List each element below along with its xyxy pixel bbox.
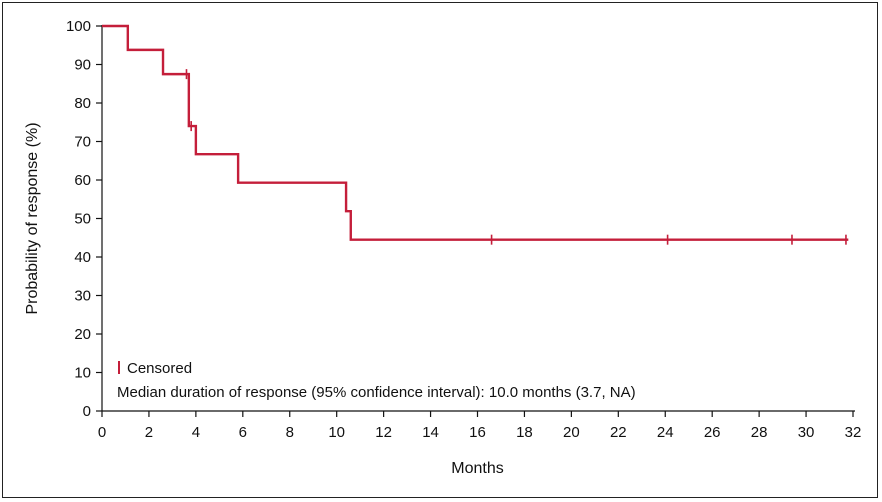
x-tick-label: 32 <box>845 424 862 441</box>
x-tick-label: 4 <box>192 424 200 441</box>
x-tick-label: 2 <box>145 424 153 441</box>
y-tick-label: 70 <box>74 134 91 151</box>
x-tick-label: 20 <box>563 424 580 441</box>
x-tick-label: 24 <box>657 424 674 441</box>
x-tick-label: 22 <box>610 424 627 441</box>
x-tick-label: 16 <box>469 424 486 441</box>
km-step-line <box>102 24 849 241</box>
y-tick-label: 80 <box>74 95 91 112</box>
median-annotation: Median duration of response (95% confide… <box>117 384 636 401</box>
x-tick-label: 28 <box>751 424 768 441</box>
x-tick-label: 26 <box>704 424 721 441</box>
y-tick-label: 0 <box>83 403 91 420</box>
y-tick-label: 20 <box>74 326 91 343</box>
x-tick-label: 10 <box>328 424 345 441</box>
km-chart: 0 2 4 6 8 10 12 14 16 18 20 22 24 26 28 30 32 0102030405… <box>24 18 862 477</box>
x-tick-label: 8 <box>286 424 294 441</box>
y-tick-label: 50 <box>74 211 91 228</box>
axes <box>101 25 855 412</box>
x-tick-label: 30 <box>798 424 815 441</box>
legend: Censored <box>118 360 192 377</box>
x-tick-label: 18 <box>516 424 533 441</box>
series-layer <box>102 24 849 245</box>
y-tick-label: 60 <box>74 172 91 189</box>
y-axis-title: Probability of response (%) <box>24 122 41 314</box>
y-tick-label: 90 <box>74 57 91 74</box>
y-tick-label: 10 <box>74 365 91 382</box>
legend-censored-label: Censored <box>127 360 192 377</box>
y-tick-label: 40 <box>74 249 91 266</box>
x-ticks: 0 2 4 6 8 10 12 14 16 18 20 22 24 26 28 30 32 <box>98 411 862 441</box>
x-tick-label: 0 <box>98 424 106 441</box>
x-tick-label: 12 <box>375 424 392 441</box>
x-axis-title: Months <box>451 460 503 477</box>
y-tick-label: 30 <box>74 288 91 305</box>
x-tick-label: 14 <box>422 424 439 441</box>
y-ticks: 0 10 20 30 40 50 60 70 80 90 100 <box>66 18 102 420</box>
x-tick-label: 6 <box>239 424 247 441</box>
y-tick-label: 100 <box>66 18 91 35</box>
